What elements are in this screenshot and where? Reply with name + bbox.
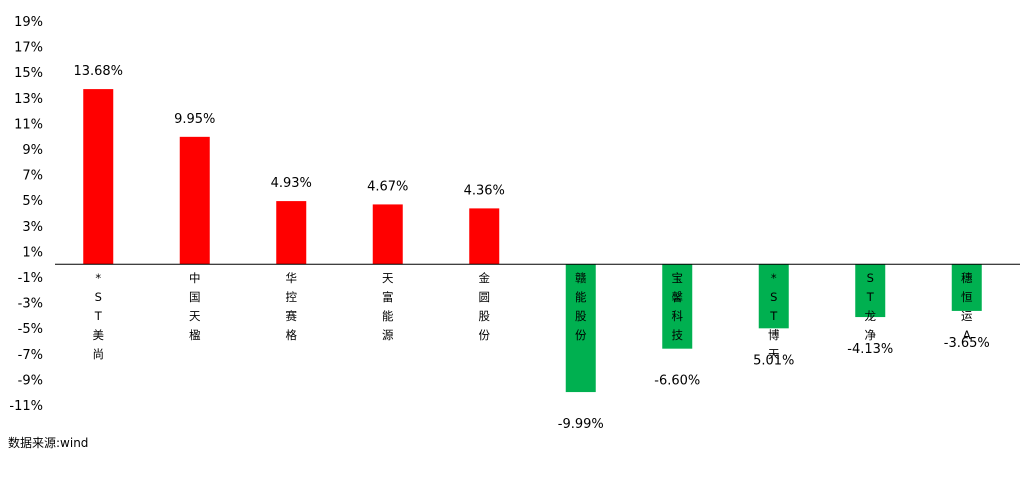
category-label: * S T 博天 — [768, 271, 780, 361]
bar — [662, 264, 693, 349]
data-label: -4.13% — [847, 342, 893, 357]
bar — [565, 264, 596, 393]
category-label: 宝馨科技 — [672, 271, 684, 342]
data-label: 5.01% — [753, 353, 794, 368]
y-tick-label: 15% — [14, 66, 43, 81]
y-tick-label: -5% — [18, 322, 43, 337]
category-labels: * S T 美尚 中国天楹 华控赛格 天富能源 金圆股份 赣能股份 宝馨科技 * S T 博天 S T 龙净 穗恒… — [93, 271, 974, 361]
category-label: * S T 美尚 — [93, 271, 105, 361]
y-tick-label: 1% — [22, 245, 43, 260]
y-tick-label: 13% — [14, 92, 43, 107]
y-tick-label: -7% — [18, 348, 43, 363]
category-label: 金圆股份 — [479, 271, 491, 342]
y-tick-label: -9% — [18, 373, 43, 388]
bar — [951, 264, 982, 311]
data-label: -9.99% — [558, 417, 604, 432]
category-label: S T 龙净 — [865, 271, 877, 342]
category-label: 天富能源 — [382, 271, 394, 342]
bar — [855, 264, 886, 318]
data-label: -3.65% — [944, 336, 990, 351]
y-tick-label: 19% — [14, 15, 43, 30]
y-tick-label: 9% — [22, 143, 43, 158]
bars — [83, 89, 982, 393]
category-label: 赣能股份 — [575, 271, 587, 342]
source-note: 数据来源:wind — [8, 436, 89, 450]
bar — [469, 208, 500, 265]
bar — [758, 264, 789, 329]
y-tick-label: 17% — [14, 41, 43, 56]
y-tick-label: -1% — [18, 271, 43, 286]
category-label: 华控赛格 — [286, 271, 298, 342]
y-tick-label: 3% — [22, 220, 43, 235]
y-tick-label: 7% — [22, 169, 43, 184]
data-label: 4.93% — [271, 176, 312, 191]
bar — [179, 136, 210, 265]
bar — [276, 201, 307, 265]
bar — [83, 89, 114, 265]
data-label: 13.68% — [73, 64, 123, 79]
data-labels: 13.68% 9.95% 4.93% 4.67% 4.36% -9.99% -6.60% 5.… — [73, 64, 989, 432]
y-axis-ticks: 19% 17% 15% 13% 11% 9% 7% 5% 3% 1% -1% -3% -5% -7% -9%… — [9, 15, 43, 414]
y-tick-label: -11% — [9, 399, 43, 414]
y-tick-label: 11% — [14, 117, 43, 132]
data-label: 4.36% — [464, 183, 505, 198]
data-label: 9.95% — [174, 112, 215, 127]
data-label: 4.67% — [367, 179, 408, 194]
y-tick-label: -3% — [18, 297, 43, 312]
data-label: -6.60% — [654, 374, 700, 389]
category-label: 中国天楹 — [189, 271, 201, 342]
bar — [372, 204, 403, 265]
category-label: 穗恒运 A — [961, 271, 973, 342]
y-tick-label: 5% — [22, 194, 43, 209]
